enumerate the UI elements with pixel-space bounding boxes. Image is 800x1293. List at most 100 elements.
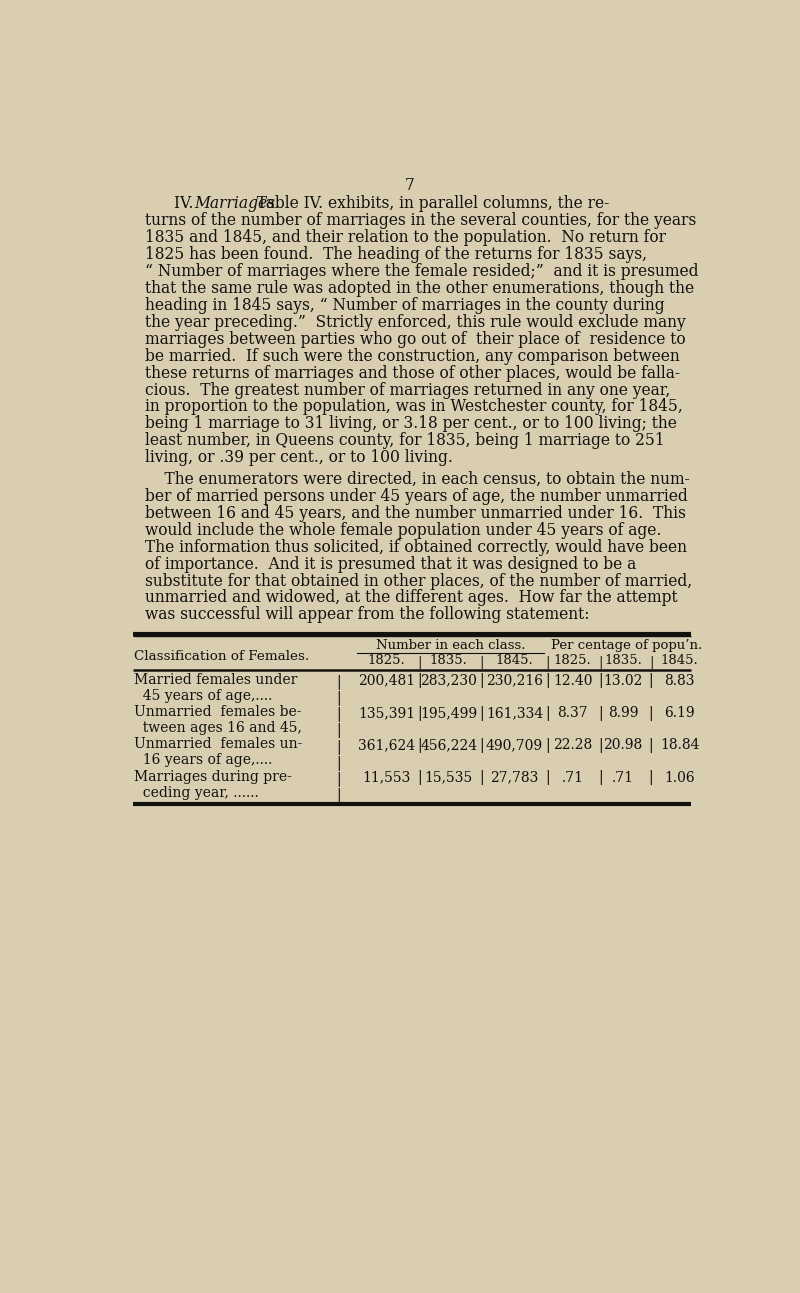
Text: 8.99: 8.99 xyxy=(608,706,638,720)
Text: Unmarried  females un-: Unmarried females un- xyxy=(134,737,302,751)
Text: 7: 7 xyxy=(405,177,415,194)
Text: |: | xyxy=(479,674,484,688)
Text: 8.83: 8.83 xyxy=(665,674,695,688)
Text: |: | xyxy=(598,738,603,753)
Text: ber of married persons under 45 years of age, the number unmarried: ber of married persons under 45 years of… xyxy=(145,487,688,504)
Text: that the same rule was adopted in the other enumerations, though the: that the same rule was adopted in the ot… xyxy=(145,279,694,297)
Text: |: | xyxy=(417,771,422,785)
Text: .71: .71 xyxy=(562,771,584,785)
Text: |: | xyxy=(417,674,422,688)
Text: 11,553: 11,553 xyxy=(362,771,411,785)
Text: |: | xyxy=(649,738,654,753)
Text: |: | xyxy=(479,706,484,720)
Text: 27,783: 27,783 xyxy=(490,771,539,785)
Text: IV.: IV. xyxy=(174,195,198,212)
Text: 1.06: 1.06 xyxy=(664,771,695,785)
Text: Unmarried  females be-: Unmarried females be- xyxy=(134,705,302,719)
Text: .71: .71 xyxy=(612,771,634,785)
Text: 135,391: 135,391 xyxy=(358,706,415,720)
Text: |: | xyxy=(336,723,341,738)
Text: |: | xyxy=(598,674,603,688)
Text: be married.  If such were the construction, any comparison between: be married. If such were the constructio… xyxy=(145,348,680,365)
Text: 45 years of age,....: 45 years of age,.... xyxy=(134,689,273,703)
Text: tween ages 16 and 45,: tween ages 16 and 45, xyxy=(134,721,302,736)
Text: 15,535: 15,535 xyxy=(425,771,473,785)
Text: 1835 and 1845, and their relation to the population.  No return for: 1835 and 1845, and their relation to the… xyxy=(145,229,666,246)
Text: |: | xyxy=(598,771,603,785)
Text: between 16 and 45 years, and the number unmarried under 16.  This: between 16 and 45 years, and the number … xyxy=(145,504,686,522)
Text: being 1 marriage to 31 living, or 3.18 per cent., or to 100 living; the: being 1 marriage to 31 living, or 3.18 p… xyxy=(145,415,677,432)
Text: |: | xyxy=(336,707,341,723)
Text: least number, in Queens county, for 1835, being 1 marriage to 251: least number, in Queens county, for 1835… xyxy=(145,432,665,450)
Text: 1825.: 1825. xyxy=(554,654,592,667)
Text: |: | xyxy=(336,772,341,787)
Text: 456,224: 456,224 xyxy=(420,738,478,753)
Text: Classification of Females.: Classification of Females. xyxy=(134,649,310,662)
Text: |: | xyxy=(649,656,654,668)
Text: cious.  The greatest number of marriages returned in any one year,: cious. The greatest number of marriages … xyxy=(145,381,670,398)
Text: The information thus solicited, if obtained correctly, would have been: The information thus solicited, if obtai… xyxy=(145,539,687,556)
Text: 230,216: 230,216 xyxy=(486,674,543,688)
Text: |: | xyxy=(479,738,484,753)
Text: 6.19: 6.19 xyxy=(664,706,695,720)
Text: |: | xyxy=(649,771,654,785)
Text: |: | xyxy=(336,789,341,803)
Text: 195,499: 195,499 xyxy=(420,706,478,720)
Text: Per centage of popu’n.: Per centage of popu’n. xyxy=(550,640,702,653)
Text: “ Number of marriages where the female resided;”  and it is presumed: “ Number of marriages where the female r… xyxy=(145,262,698,281)
Text: 361,624: 361,624 xyxy=(358,738,415,753)
Text: 1845.: 1845. xyxy=(661,654,698,667)
Text: |: | xyxy=(546,674,550,688)
Text: the year preceding.”  Strictly enforced, this rule would exclude many: the year preceding.” Strictly enforced, … xyxy=(145,314,686,331)
Text: in proportion to the population, was in Westchester county, for 1845,: in proportion to the population, was in … xyxy=(145,398,682,415)
Text: marriages between parties who go out of  their place of  residence to: marriages between parties who go out of … xyxy=(145,331,686,348)
Text: of importance.  And it is presumed that it was designed to be a: of importance. And it is presumed that i… xyxy=(145,556,636,573)
Text: ceding year, ......: ceding year, ...... xyxy=(134,786,259,800)
Text: 1825.: 1825. xyxy=(368,654,406,667)
Text: |: | xyxy=(546,771,550,785)
Text: Marriages during pre-: Marriages during pre- xyxy=(134,769,292,784)
Text: 1825 has been found.  The heading of the returns for 1835 says,: 1825 has been found. The heading of the … xyxy=(145,246,647,262)
Text: 161,334: 161,334 xyxy=(486,706,543,720)
Text: |: | xyxy=(649,674,654,688)
Text: living, or .39 per cent., or to 100 living.: living, or .39 per cent., or to 100 livi… xyxy=(145,449,453,467)
Text: |: | xyxy=(546,656,550,668)
Text: 13.02: 13.02 xyxy=(603,674,643,688)
Text: would include the whole female population under 45 years of age.: would include the whole female populatio… xyxy=(145,521,662,539)
Text: |: | xyxy=(479,656,483,668)
Text: |: | xyxy=(336,756,341,771)
Text: |: | xyxy=(598,706,603,720)
Text: 490,709: 490,709 xyxy=(486,738,543,753)
Text: |: | xyxy=(417,706,422,720)
Text: 12.40: 12.40 xyxy=(553,674,593,688)
Text: The enumerators were directed, in each census, to obtain the num-: The enumerators were directed, in each c… xyxy=(145,471,690,487)
Text: |: | xyxy=(546,738,550,753)
Text: Number in each class.: Number in each class. xyxy=(376,640,526,653)
Text: |: | xyxy=(336,675,341,690)
Text: Table IV. exhibits, in parallel columns, the re-: Table IV. exhibits, in parallel columns,… xyxy=(247,195,610,212)
Text: 1835.: 1835. xyxy=(430,654,468,667)
Text: Married females under: Married females under xyxy=(134,672,298,687)
Text: |: | xyxy=(336,690,341,706)
Text: |: | xyxy=(649,706,654,720)
Text: |: | xyxy=(417,738,422,753)
Text: 1845.: 1845. xyxy=(496,654,534,667)
Text: |: | xyxy=(417,656,422,668)
Text: |: | xyxy=(598,656,603,668)
Text: 18.84: 18.84 xyxy=(660,738,699,753)
Text: 283,230: 283,230 xyxy=(420,674,477,688)
Text: substitute for that obtained in other places, of the number of married,: substitute for that obtained in other pl… xyxy=(145,573,692,590)
Text: |: | xyxy=(546,706,550,720)
Text: Marriages.: Marriages. xyxy=(194,195,281,212)
Text: 8.37: 8.37 xyxy=(558,706,588,720)
Text: 200,481: 200,481 xyxy=(358,674,415,688)
Text: |: | xyxy=(479,771,484,785)
Text: heading in 1845 says, “ Number of marriages in the county during: heading in 1845 says, “ Number of marria… xyxy=(145,297,665,314)
Text: these returns of marriages and those of other places, would be falla-: these returns of marriages and those of … xyxy=(145,365,680,381)
Text: 20.98: 20.98 xyxy=(603,738,642,753)
Text: 16 years of age,....: 16 years of age,.... xyxy=(134,754,273,768)
Text: 1835.: 1835. xyxy=(604,654,642,667)
Text: was successful will appear from the following statement:: was successful will appear from the foll… xyxy=(145,606,590,623)
Text: unmarried and widowed, at the different ages.  How far the attempt: unmarried and widowed, at the different … xyxy=(145,590,678,606)
Text: |: | xyxy=(336,740,341,755)
